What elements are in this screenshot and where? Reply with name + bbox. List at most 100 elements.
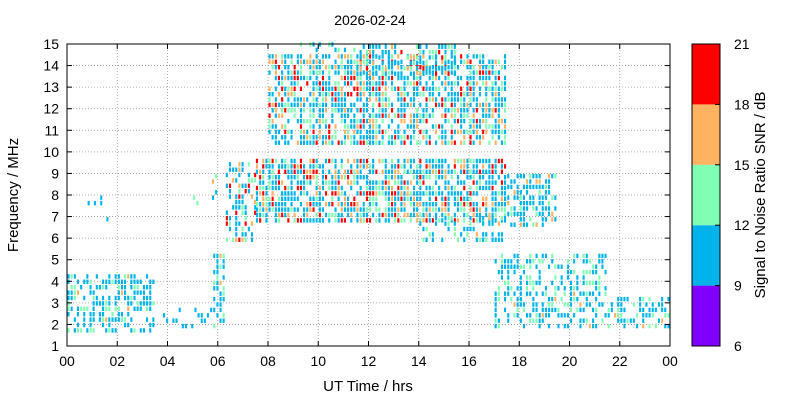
data-cell — [438, 169, 441, 174]
data-cell — [206, 313, 209, 318]
data-cell — [482, 113, 485, 118]
data-cell — [548, 302, 551, 307]
data-cell — [262, 175, 265, 180]
data-cell — [403, 169, 406, 174]
data-cell — [384, 207, 387, 212]
data-cell — [213, 253, 216, 259]
data-cell — [306, 191, 309, 196]
data-cell — [331, 202, 334, 207]
data-cell — [124, 274, 127, 279]
data-cell — [235, 210, 238, 215]
data-cell — [441, 135, 444, 140]
data-cell — [535, 253, 538, 259]
data-cell — [519, 200, 522, 206]
data-cell — [89, 328, 92, 333]
data-cell — [347, 124, 350, 129]
data-cell — [450, 169, 453, 174]
data-cell — [441, 55, 444, 60]
data-cell — [504, 185, 507, 191]
data-cell — [419, 191, 422, 196]
data-cell — [654, 323, 657, 329]
data-cell — [526, 222, 529, 227]
data-cell — [67, 290, 70, 295]
data-cell — [284, 191, 287, 196]
data-cell — [312, 196, 315, 201]
data-cell — [463, 59, 466, 64]
data-cell — [381, 108, 384, 113]
data-cell — [513, 222, 516, 227]
data-cell — [318, 207, 321, 212]
data-cell — [610, 307, 613, 313]
data-cell — [375, 129, 378, 135]
data-cell — [400, 175, 403, 180]
data-cell — [149, 301, 152, 306]
data-cell — [400, 49, 403, 55]
data-cell — [350, 140, 353, 145]
data-cell — [573, 269, 576, 275]
data-cell — [632, 318, 635, 323]
data-cell — [544, 253, 547, 259]
data-cell — [350, 118, 353, 124]
data-cell — [309, 175, 312, 180]
data-cell — [475, 202, 478, 207]
data-cell — [277, 212, 280, 218]
data-cell — [146, 317, 149, 322]
data-cell — [290, 196, 293, 201]
data-cell — [409, 81, 412, 86]
data-cell — [347, 65, 350, 70]
data-cell — [541, 211, 544, 217]
data-cell — [315, 47, 318, 53]
data-cell — [617, 302, 620, 307]
data-cell — [519, 318, 522, 323]
data-cell — [306, 59, 309, 64]
data-cell — [247, 162, 250, 167]
data-cell — [475, 180, 478, 185]
data-cell — [482, 216, 485, 221]
data-cell — [409, 113, 412, 118]
data-cell — [478, 70, 481, 75]
data-cell — [133, 295, 136, 301]
data-cell — [488, 158, 491, 164]
data-cell — [604, 253, 607, 259]
data-cell — [375, 185, 378, 191]
data-cell — [592, 291, 595, 296]
data-cell — [303, 164, 306, 169]
data-cell — [76, 312, 79, 317]
data-cell — [472, 113, 475, 118]
data-cell — [274, 218, 277, 223]
data-cell — [274, 108, 277, 113]
data-cell — [334, 92, 337, 97]
data-cell — [381, 71, 384, 76]
data-cell — [413, 202, 416, 207]
data-cell — [494, 118, 497, 124]
data-cell — [321, 135, 324, 140]
data-cell — [271, 59, 274, 64]
data-cell — [235, 221, 238, 226]
data-cell — [244, 216, 247, 221]
data-cell — [657, 318, 660, 323]
data-cell — [325, 140, 328, 145]
data-cell — [466, 108, 469, 113]
data-cell — [500, 97, 503, 102]
data-cell — [422, 49, 425, 55]
data-cell — [142, 290, 145, 295]
data-cell — [472, 164, 475, 169]
data-cell — [535, 184, 538, 190]
data-cell — [466, 92, 469, 97]
data-cell — [441, 70, 444, 75]
data-cell — [397, 164, 400, 169]
data-cell — [225, 183, 228, 188]
data-cell — [356, 75, 359, 81]
data-cell — [384, 180, 387, 185]
data-cell — [259, 180, 262, 185]
data-cell — [337, 92, 340, 97]
data-cell — [102, 317, 105, 322]
data-cell — [337, 65, 340, 70]
data-cell — [318, 191, 321, 196]
data-cell — [456, 75, 459, 81]
data-cell — [356, 207, 359, 212]
data-cell — [271, 196, 274, 201]
data-cell — [485, 92, 488, 97]
data-cell — [394, 175, 397, 180]
data-cell — [73, 328, 76, 333]
